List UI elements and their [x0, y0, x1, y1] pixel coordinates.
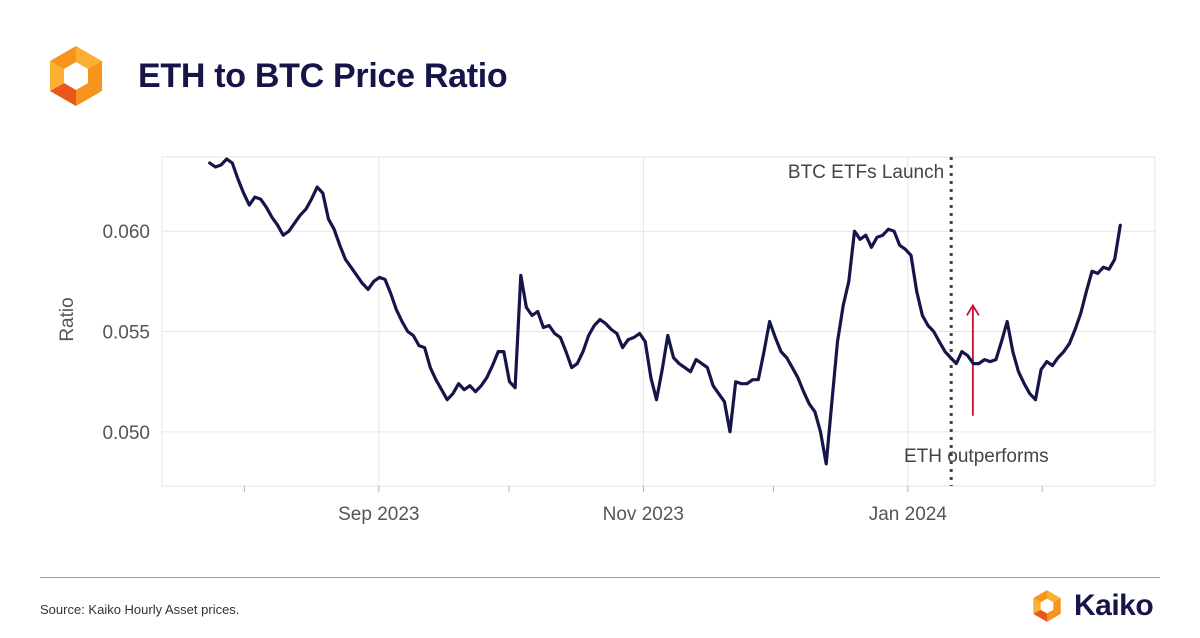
- footer-divider: [40, 577, 1160, 578]
- x-tick-label: Sep 2023: [338, 504, 419, 525]
- y-tick-label: 0.060: [102, 222, 150, 243]
- etf-launch-label: BTC ETFs Launch: [788, 162, 944, 183]
- brand-mark: Kaiko: [1028, 587, 1154, 625]
- kaiko-logo-icon: [50, 46, 102, 106]
- outperform-label: ETH outperforms: [904, 446, 1049, 467]
- annotation-layer: BTC ETFs Launch ETH outperforms: [788, 157, 1049, 486]
- grid-layer: [161, 156, 1156, 487]
- plot-frame: [161, 156, 1156, 487]
- x-tick-label: Nov 2023: [603, 504, 684, 525]
- page-title: ETH to BTC Price Ratio: [138, 56, 508, 95]
- outperform-arrowhead: [966, 303, 980, 316]
- brand-name: Kaiko: [1074, 589, 1154, 622]
- source-note: Source: Kaiko Hourly Asset prices.: [40, 602, 240, 617]
- y-axis-label: Ratio: [57, 297, 78, 341]
- x-tick-label: Jan 2024: [869, 504, 948, 525]
- series-line-eth-btc: [208, 157, 1122, 466]
- header: ETH to BTC Price Ratio: [40, 40, 508, 112]
- kaiko-brand-icon: [1033, 590, 1061, 622]
- y-tick-label: 0.050: [102, 423, 150, 444]
- y-tick-label: 0.055: [102, 323, 150, 344]
- axis-layer: 0.050 0.055 0.060 Sep 2023 Nov 2023 Jan 2024 R…: [57, 222, 1043, 525]
- series-layer: [208, 157, 1122, 466]
